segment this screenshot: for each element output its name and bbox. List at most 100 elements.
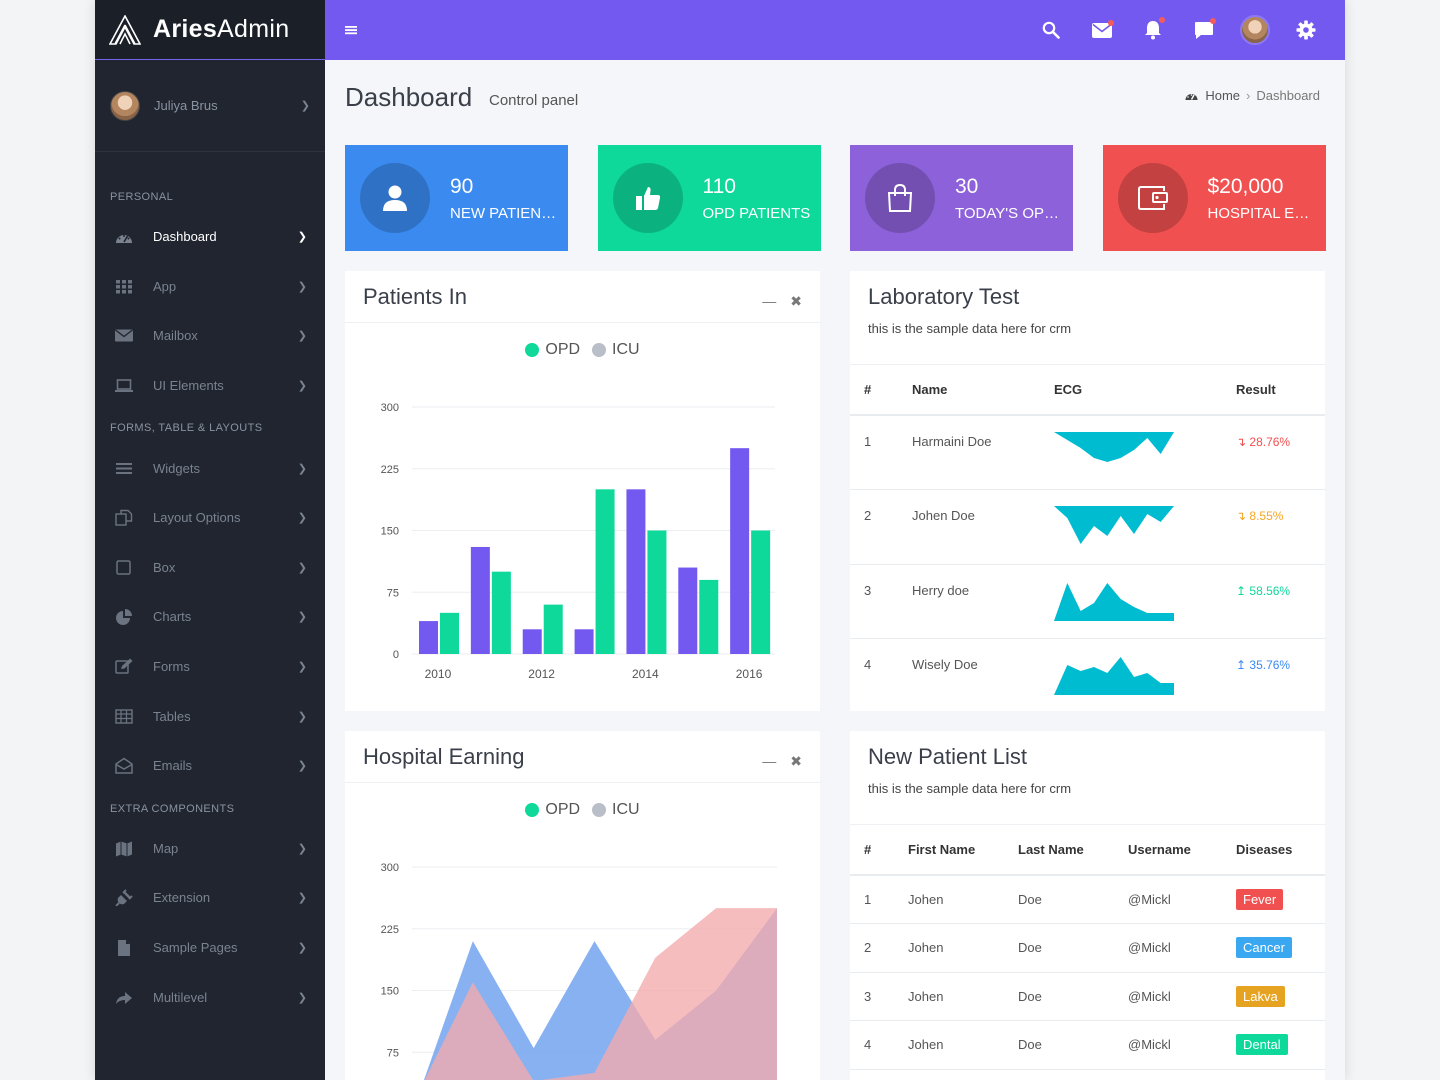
column-header[interactable]: # xyxy=(850,365,898,416)
user-icon xyxy=(360,163,430,233)
sidebar-item-emails[interactable]: Emails ❯ xyxy=(95,741,325,791)
disease-badge[interactable]: Lakva xyxy=(1236,985,1285,1007)
sidebar-item-label: Mailbox xyxy=(153,328,198,344)
gear-icon[interactable] xyxy=(1280,20,1331,40)
close-icon[interactable]: ✖ xyxy=(790,293,802,309)
sidebar-item-extension[interactable]: Extension ❯ xyxy=(95,873,325,923)
sidebar-item-widgets[interactable]: Widgets ❯ xyxy=(95,443,325,493)
bar-icu-2010[interactable] xyxy=(419,621,438,654)
table-row[interactable]: 2 Johen Doe ↴ 8.55% xyxy=(850,489,1325,565)
breadcrumb-home[interactable]: Home xyxy=(1205,88,1241,103)
y-tick-label: 225 xyxy=(381,924,399,936)
bar-icu-2016[interactable] xyxy=(730,448,750,654)
stat-card-new-patients[interactable]: 90 NEW PATIENTS xyxy=(345,145,568,251)
sidebar-item-app[interactable]: App ❯ xyxy=(95,262,325,312)
sidebar-item-ui-elements[interactable]: UI Elements ❯ xyxy=(95,361,325,411)
bell-icon[interactable] xyxy=(1127,17,1178,40)
bar-icu-2015[interactable] xyxy=(678,567,698,654)
sidebar-item-label: Layout Options xyxy=(153,510,241,526)
table-row[interactable]: 3 Herry doe ↥ 58.56% xyxy=(850,564,1325,639)
sidebar-item-tables[interactable]: Tables ❯ xyxy=(95,691,325,741)
bar-opd-2014[interactable] xyxy=(647,530,667,655)
stat-card-today-s-operations[interactable]: 30 TODAY'S OPERATIONS xyxy=(850,145,1073,251)
bar-opd-2015[interactable] xyxy=(699,579,719,654)
mail-icon[interactable] xyxy=(1076,19,1127,38)
table-row[interactable]: 4 Johen Doe @Mickl Dental xyxy=(850,1020,1325,1070)
y-tick-label: 75 xyxy=(387,1047,399,1059)
minimize-icon[interactable]: — xyxy=(762,293,777,309)
sidebar-item-box[interactable]: Box ❯ xyxy=(95,543,325,593)
wallet-icon xyxy=(1117,163,1188,233)
legend-item-opd[interactable]: OPD xyxy=(525,801,580,819)
page-subtitle: Control panel xyxy=(489,92,579,109)
y-tick-label: 225 xyxy=(381,464,399,476)
sidebar-item-forms[interactable]: Forms ❯ xyxy=(95,642,325,692)
bar-opd-2012[interactable] xyxy=(543,604,563,654)
bar-opd-2013[interactable] xyxy=(595,489,615,654)
table-row[interactable]: 3 Johen Doe @Mickl Lakva xyxy=(850,972,1325,1021)
sidebar-item-mailbox[interactable]: Mailbox ❯ xyxy=(95,311,325,361)
chat-icon[interactable] xyxy=(1178,17,1229,40)
legend-item-opd[interactable]: OPD xyxy=(525,341,580,359)
square-icon xyxy=(115,559,133,575)
column-header[interactable]: Result xyxy=(1222,365,1325,416)
column-header[interactable]: First Name xyxy=(894,825,1004,876)
column-header[interactable]: Diseases xyxy=(1222,825,1325,876)
divider xyxy=(345,322,820,323)
bar-opd-2010[interactable] xyxy=(440,612,459,654)
x-tick-label: 2016 xyxy=(736,667,763,681)
disease-badge[interactable]: Cancer xyxy=(1236,937,1292,959)
ecg-area xyxy=(1054,657,1174,695)
legend-item-icu[interactable]: ICU xyxy=(592,341,640,359)
sidebar-section-title: FORMS, TABLE & LAYOUTS xyxy=(110,422,263,435)
stat-card-opd-patients[interactable]: 110 OPD PATIENTS xyxy=(597,145,821,251)
file-icon xyxy=(115,940,133,957)
column-header[interactable]: Last Name xyxy=(1004,825,1114,876)
table-row[interactable]: 2 Johen Doe @Mickl Cancer xyxy=(850,923,1325,973)
bar-opd-2016[interactable] xyxy=(751,530,771,655)
sidebar-item-multilevel[interactable]: Multilevel ❯ xyxy=(95,972,325,1022)
disease-badge[interactable]: Dental xyxy=(1236,1034,1288,1056)
sidebar-section-title: EXTRA COMPONENTS xyxy=(110,802,235,815)
result-value: 58.56% xyxy=(1249,583,1291,598)
legend-item-icu[interactable]: ICU xyxy=(592,801,640,819)
minimize-icon[interactable]: — xyxy=(762,753,777,769)
stat-card-hospital-earning[interactable]: $20,000 HOSPITAL EARNING xyxy=(1102,145,1326,251)
sidebar-item-label: Emails xyxy=(153,758,193,774)
sidebar-item-label: Charts xyxy=(153,609,192,625)
sidebar-item-map[interactable]: Map ❯ xyxy=(95,824,325,874)
table-row[interactable]: 1 Harmaini Doe ↴ 28.76% xyxy=(850,415,1325,490)
last-name: Doe xyxy=(1004,1020,1114,1070)
sidebar-item-sample-pages[interactable]: Sample Pages ❯ xyxy=(95,923,325,973)
sidebar-item-charts[interactable]: Charts ❯ xyxy=(95,592,325,642)
table-row[interactable]: 1 Johen Doe @Mickl Fever xyxy=(850,875,1325,924)
column-header[interactable]: Username xyxy=(1114,825,1222,876)
column-header[interactable]: # xyxy=(850,825,894,876)
bar-icu-2012[interactable] xyxy=(522,629,542,654)
user-panel[interactable]: Juliya Brus ❯ xyxy=(95,60,325,152)
search-icon[interactable] xyxy=(1025,21,1076,39)
chevron-right-icon: ❯ xyxy=(297,561,307,574)
patient-name: Wisely Doe xyxy=(898,638,1040,711)
stat-label: NEW PATIENTS xyxy=(450,204,560,222)
logo[interactable]: AriesAdmin xyxy=(95,0,325,60)
bar-icu-2011[interactable] xyxy=(470,546,490,654)
area-opd[interactable] xyxy=(412,908,777,1080)
topbar xyxy=(325,0,1345,60)
column-header[interactable]: ECG xyxy=(1040,365,1222,416)
plug-icon xyxy=(115,889,133,907)
sidebar-item-dashboard[interactable]: Dashboard ❯ xyxy=(95,212,325,262)
table-row[interactable]: 4 Wisely Doe ↥ 35.76% xyxy=(850,638,1325,711)
bar-icu-2013[interactable] xyxy=(574,629,594,654)
sidebar-item-layout-options[interactable]: Layout Options ❯ xyxy=(95,493,325,543)
bar-icu-2014[interactable] xyxy=(626,489,646,654)
sidebar-nav: PERSONAL Dashboard ❯ App ❯ Mailbox ❯ UI Element… xyxy=(95,188,325,1022)
username: @Mickl xyxy=(1114,923,1222,973)
menu-toggle-icon[interactable] xyxy=(345,25,357,35)
column-header[interactable]: Name xyxy=(898,365,1040,416)
close-icon[interactable]: ✖ xyxy=(790,753,802,769)
bar-opd-2011[interactable] xyxy=(491,571,511,654)
disease-badge[interactable]: Fever xyxy=(1236,889,1284,910)
y-tick-label: 150 xyxy=(381,526,399,538)
user-menu[interactable] xyxy=(1229,15,1280,45)
